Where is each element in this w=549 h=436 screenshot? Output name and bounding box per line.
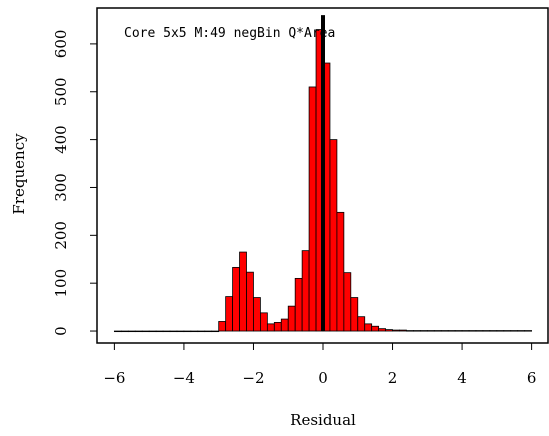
y-tick-label: 100 — [52, 269, 70, 298]
y-tick-label: 400 — [52, 125, 70, 154]
histogram-bar — [357, 316, 366, 332]
histogram-bar — [190, 330, 199, 333]
histogram-bar — [301, 250, 310, 332]
x-axis-title: Residual — [290, 411, 356, 429]
x-axis: −6 −4 −2 0 2 4 6 — [103, 342, 537, 387]
x-tick-label: 2 — [388, 369, 398, 387]
histogram-bar — [287, 305, 296, 332]
chart-annotation: Core 5x5 M:49 negBin Q*Area — [124, 26, 335, 41]
histogram-bar — [517, 330, 526, 332]
histogram-bar — [510, 330, 519, 332]
histogram-bar — [273, 322, 282, 332]
histogram-bar — [183, 330, 192, 333]
histogram-bar — [371, 325, 380, 332]
histogram-bar — [253, 297, 261, 332]
histogram-bar — [260, 312, 268, 332]
histogram-bar — [329, 139, 338, 332]
histogram-bar — [162, 330, 171, 333]
y-tick-label: 300 — [52, 173, 70, 202]
histogram-bar — [392, 329, 400, 332]
histogram-bar — [461, 330, 470, 332]
histogram-bar — [141, 330, 150, 333]
histogram-bar — [343, 272, 352, 332]
x-tick-label: 0 — [318, 369, 328, 387]
histogram-bar — [524, 330, 533, 332]
histogram-bar — [232, 266, 240, 332]
histogram-bar — [412, 330, 421, 332]
histogram-bar — [308, 86, 317, 332]
histogram-bar — [378, 328, 386, 332]
histogram-bar — [496, 330, 505, 332]
x-tick-label: −6 — [103, 369, 125, 387]
histogram-bar — [134, 330, 143, 333]
y-tick-label: 200 — [52, 221, 70, 250]
histogram-bar — [280, 318, 289, 332]
histogram-bar — [454, 330, 463, 332]
histogram-bar — [399, 329, 407, 332]
histogram-bar — [426, 330, 435, 332]
y-tick-label: 600 — [52, 30, 70, 59]
histogram-bar — [113, 330, 122, 333]
x-tick-label: −4 — [173, 369, 195, 387]
histogram-bar — [294, 277, 303, 332]
histogram-bar — [225, 296, 233, 332]
histogram-bar — [468, 330, 477, 332]
histogram-bar — [440, 330, 449, 332]
y-axis: 0 100 200 300 400 500 600 — [52, 30, 98, 336]
x-tick-label: 4 — [457, 369, 467, 387]
histogram-bar — [419, 330, 428, 332]
x-tick-label: 6 — [527, 369, 537, 387]
histogram-bar — [489, 330, 498, 332]
histogram-bar — [246, 271, 254, 332]
histogram-bar — [239, 251, 247, 332]
histogram-bar — [148, 330, 157, 333]
histogram-bar — [120, 330, 129, 333]
histogram-bar — [406, 330, 414, 332]
histogram-bar — [482, 330, 491, 332]
histogram-bar — [475, 330, 484, 332]
y-tick-label: 0 — [52, 326, 70, 336]
histogram-bar — [364, 323, 373, 332]
histogram-bar — [127, 330, 136, 333]
histogram-bar — [503, 330, 512, 332]
histogram-bar — [336, 211, 345, 332]
histogram-bar — [204, 330, 213, 333]
histogram-bar — [169, 330, 178, 333]
histogram-bar — [350, 297, 359, 332]
histogram-bar — [197, 330, 206, 333]
histogram-bar — [211, 330, 220, 333]
histogram-bar — [176, 330, 185, 333]
y-tick-label: 500 — [52, 77, 70, 106]
histogram-bar — [155, 330, 164, 333]
x-tick-label: −2 — [242, 369, 264, 387]
histogram-bar — [433, 330, 442, 332]
histogram-bar — [218, 321, 227, 332]
histogram-bar — [447, 330, 456, 332]
histogram-bar — [266, 323, 275, 332]
y-axis-title: Frequency — [10, 133, 28, 215]
histogram-bar — [385, 329, 393, 332]
